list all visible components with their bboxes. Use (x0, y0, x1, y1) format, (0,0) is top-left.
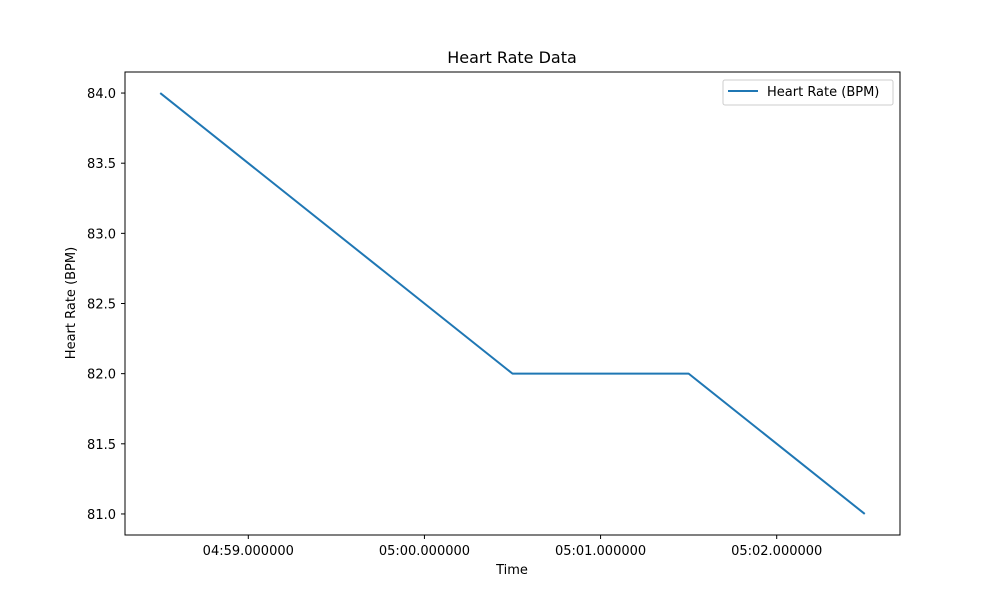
y-tick-label: 81.0 (87, 508, 116, 523)
y-axis-label: Heart Rate (BPM) (64, 247, 79, 359)
legend-label: Heart Rate (BPM) (767, 85, 879, 100)
x-tick-label: 05:01.000000 (555, 544, 646, 559)
x-tick-label: 05:02.000000 (731, 544, 822, 559)
chart-title: Heart Rate Data (447, 48, 577, 67)
series-layer (159, 92, 866, 515)
y-tick-label: 82.5 (87, 298, 116, 313)
y-axis-ticks: 81.0 81.5 82.0 82.5 83.0 83.5 84.0 (87, 87, 125, 523)
y-tick-label: 82.0 (87, 368, 116, 383)
x-tick-label: 05:00.000000 (379, 544, 470, 559)
series-line (159, 92, 866, 515)
y-tick-label: 83.5 (87, 157, 116, 172)
y-tick-label: 81.5 (87, 438, 116, 453)
y-tick-label: 84.0 (87, 87, 116, 102)
x-axis-ticks: 04:59.000000 05:00.000000 05:01.000000 05:0… (203, 535, 822, 559)
y-tick-label: 83.0 (87, 227, 116, 242)
plot-area-frame (124, 71, 901, 536)
x-tick-label: 04:59.000000 (203, 544, 294, 559)
legend-box (722, 79, 894, 106)
legend: Heart Rate (BPM) (722, 79, 894, 106)
x-axis-label: Time (495, 563, 528, 578)
